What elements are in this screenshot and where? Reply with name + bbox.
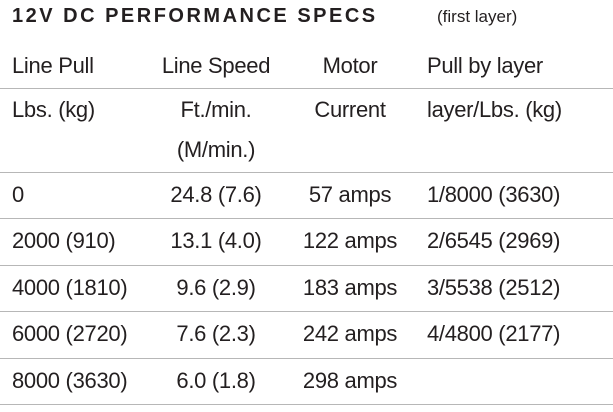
table-cell: 2/6545 (2969) [427,228,561,254]
table-cell: 6.0 (1.8) [176,367,256,393]
table-cell: 13.1 (4.0) [170,228,262,254]
table-cell: 9.6 (2.9) [176,274,256,300]
table-cell: 298 amps [302,367,398,393]
header-cell: Line Speed [161,53,271,78]
table-cell: 8000 (3630) [12,367,128,393]
table-cell: 1/8000 (3630) [427,182,561,207]
table-cell: 6000 (2720) [12,321,128,347]
table-cell: 3/5538 (2512) [427,274,561,300]
header-cell: Ft./min. (M/min.) [176,97,256,162]
subtitle: (first layer) [437,7,518,26]
header-cell: layer/Lbs. (kg) [427,97,562,122]
table-cell: 122 amps [302,228,398,254]
row-divider [0,172,613,173]
row-divider [0,265,613,266]
row-divider [0,218,613,219]
table-cell: 24.8 (7.6) [170,182,262,207]
row-divider [0,311,613,312]
table-cell: 4/4800 (2177) [427,321,561,347]
header-cell: Line Pull [12,53,94,78]
table-cell: 242 amps [302,321,398,347]
header-cell: Lbs. (kg) [12,97,95,122]
table-cell: 183 amps [302,274,398,300]
table-cell: 4000 (1810) [12,274,128,300]
header-cell: Pull by layer [427,53,543,78]
row-divider [0,88,613,89]
header-cell: Current [314,97,386,122]
table-cell: 57 amps [308,182,392,207]
table-cell: 7.6 (2.3) [176,321,256,347]
table-cell: 0 [12,182,24,207]
table-cell: 2000 (910) [12,228,116,254]
row-divider [0,358,613,359]
row-divider [0,404,613,405]
title: 12V DC PERFORMANCE SPECS [12,5,378,27]
header-cell: Motor [322,53,378,78]
